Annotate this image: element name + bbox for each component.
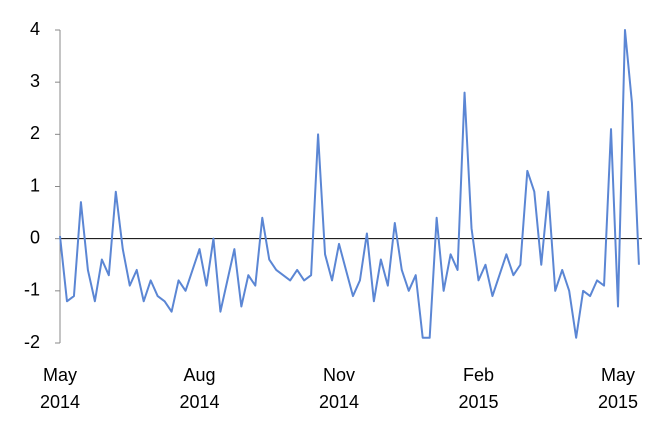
x-tick-label: Feb 2015 <box>458 365 499 412</box>
x-tick-label: May 2014 <box>39 365 81 412</box>
x-tick-label: Aug 2014 <box>179 365 220 412</box>
y-tick-label: 4 <box>30 19 40 39</box>
y-tick-label: 1 <box>30 175 40 195</box>
data-line <box>59 29 640 339</box>
y-tick-label: 3 <box>30 71 40 91</box>
y-tick-label: -2 <box>24 332 40 352</box>
x-tick-label: Nov 2014 <box>318 365 360 412</box>
y-tick-label: 2 <box>30 123 40 143</box>
y-tick-label: 0 <box>30 227 40 247</box>
y-tick-label: -1 <box>24 280 40 300</box>
x-tick-label: May 2015 <box>597 365 639 412</box>
